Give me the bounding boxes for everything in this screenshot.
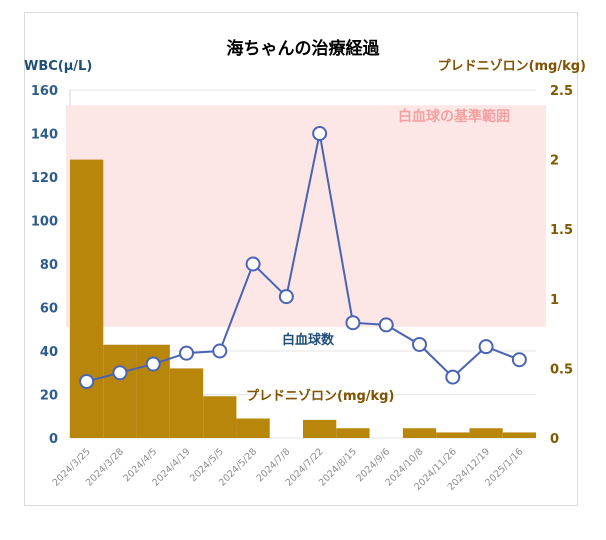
right-tick-label: 2 — [550, 154, 559, 169]
x-axis-ticks: 2024/3/252024/3/282024/4/52024/4/192024/… — [51, 446, 526, 493]
reference-range-label: 白血球の基準範囲 — [398, 108, 510, 125]
prednisolone-bar — [402, 428, 437, 438]
wbc-point — [478, 339, 494, 355]
wbc-point — [345, 315, 361, 331]
wbc-point — [245, 256, 261, 272]
wbc-point — [412, 336, 427, 352]
prednisolone-bar — [103, 344, 137, 438]
prednisolone-bar — [236, 418, 270, 438]
wbc-line-series — [79, 126, 527, 389]
left-tick-label: 40 — [40, 345, 58, 360]
right-tick-label: 1.5 — [550, 223, 573, 238]
wbc-point — [511, 352, 527, 368]
reference-range-band — [66, 105, 546, 328]
chart-title: 海ちゃんの治療経過 — [227, 38, 381, 59]
right-tick-label: 0.5 — [550, 362, 573, 377]
prednisolone-bar — [469, 428, 503, 438]
wbc-point — [212, 343, 228, 359]
wbc-point — [179, 345, 194, 361]
left-tick-label: 0 — [49, 432, 58, 447]
right-axis-title: プレドニゾロン(mg/kg) — [438, 58, 586, 74]
prednisolone-bar — [336, 428, 370, 438]
prednisolone-bar — [169, 368, 204, 438]
left-axis-title: WBC(μ/L) — [24, 59, 92, 74]
left-tick-label: 120 — [31, 171, 58, 186]
wbc-point — [112, 365, 128, 381]
left-tick-label: 100 — [31, 215, 58, 230]
left-tick-label: 140 — [31, 128, 58, 143]
right-axis-ticks: 0 0.5 1 1.5 2 2.5 — [550, 84, 573, 447]
wbc-point — [378, 317, 394, 333]
prednisolone-series-label: プレドニゾロン(mg/kg) — [246, 388, 394, 404]
right-tick-label: 1 — [550, 293, 559, 308]
left-tick-label: 60 — [40, 302, 58, 317]
right-tick-label: 0 — [550, 432, 559, 447]
wbc-point — [445, 369, 461, 385]
prednisolone-bars — [70, 159, 536, 438]
wbc-series-label: 白血球数 — [282, 332, 335, 348]
prednisolone-bar — [70, 159, 104, 438]
left-tick-label: 160 — [31, 84, 58, 99]
wbc-point — [312, 126, 328, 141]
prednisolone-bar — [436, 432, 470, 438]
left-tick-label: 20 — [40, 389, 58, 404]
prednisolone-bar — [203, 396, 237, 438]
wbc-point — [79, 373, 95, 389]
right-tick-label: 2.5 — [550, 84, 573, 99]
wbc-point — [145, 356, 161, 372]
left-axis-ticks: 0 20 40 60 80 100 120 140 160 — [31, 84, 58, 447]
prednisolone-bar — [502, 432, 536, 438]
prednisolone-bar — [303, 419, 337, 438]
left-tick-label: 80 — [40, 258, 58, 273]
wbc-point — [278, 289, 294, 305]
